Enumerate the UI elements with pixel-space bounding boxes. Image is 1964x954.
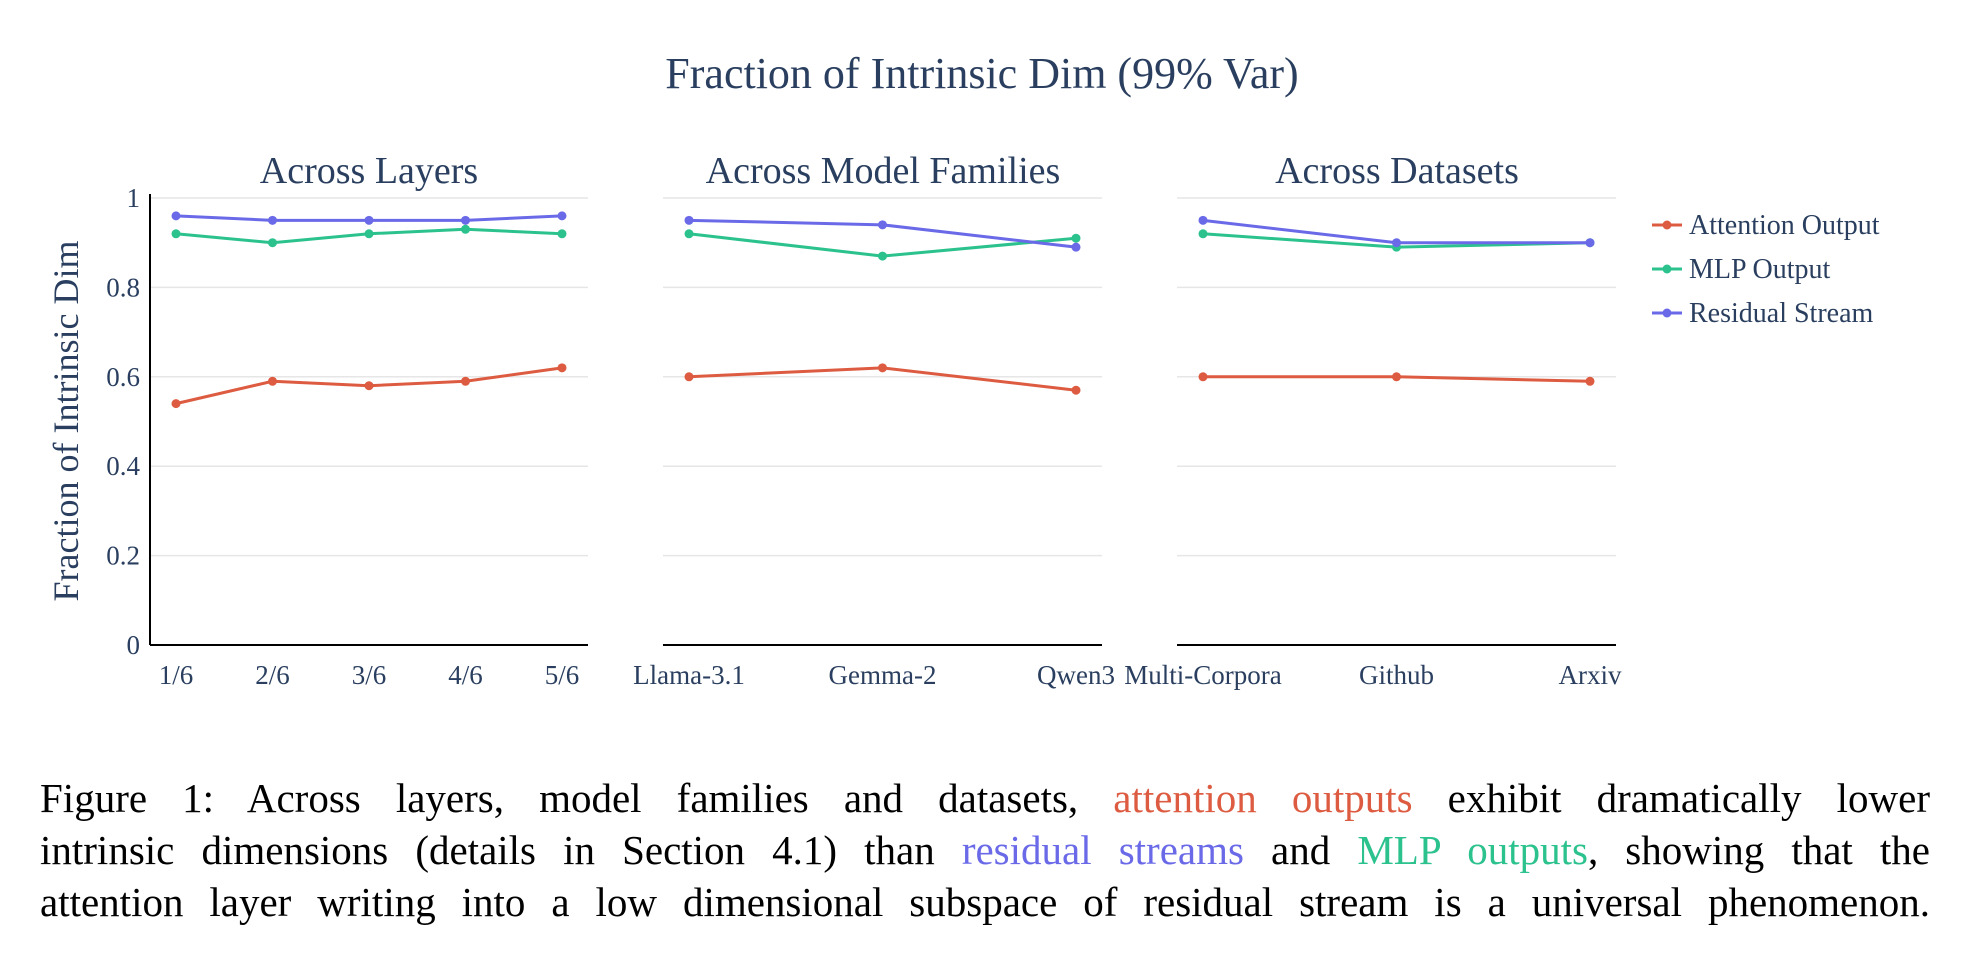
- data-point: [878, 251, 887, 261]
- x-tick-label: Github: [1359, 660, 1434, 690]
- panel-2: Across Model Families Llama-3.1 Gemma-2 Qwe…: [633, 150, 1115, 690]
- data-point: [364, 215, 374, 225]
- data-point: [171, 211, 181, 221]
- panel-title: Across Datasets: [1275, 150, 1519, 192]
- data-point: [557, 363, 567, 373]
- x-tick-label: 5/6: [545, 660, 580, 690]
- x-tick-label: Llama-3.1: [633, 660, 745, 690]
- caption-text: attention layer writing into a low dimen…: [40, 879, 1930, 925]
- x-tick-label: 4/6: [448, 660, 483, 690]
- y-tick-label: 1: [127, 183, 141, 213]
- data-point: [1392, 238, 1401, 248]
- caption-line-1: Figure 1: Across layers, model families …: [40, 772, 1930, 824]
- caption-attention-highlight: attention outputs: [1113, 775, 1413, 821]
- caption-line-2: intrinsic dimensions (details in Section…: [40, 824, 1930, 876]
- panel-title: Across Model Families: [706, 150, 1061, 192]
- data-point: [171, 229, 181, 239]
- data-point: [878, 363, 887, 373]
- data-point: [364, 381, 374, 391]
- caption-text: and: [1243, 827, 1358, 873]
- panel-3: Across Datasets Multi-Corpora Github Arxiv: [1124, 150, 1622, 690]
- data-point: [1392, 372, 1401, 382]
- legend-item[interactable]: Residual Stream: [1652, 298, 1874, 329]
- caption-text: Figure 1: Across layers, model families …: [40, 775, 1114, 821]
- chart-panels: Across Layers 0 0.2 0.4 0.6 0.8 1 1/6 2/6 3/6 4/6 5…: [106, 150, 1622, 690]
- data-point: [1585, 238, 1595, 248]
- data-point: [684, 372, 694, 382]
- data-point: [1198, 372, 1208, 382]
- data-point: [1071, 242, 1081, 252]
- y-tick-label: 0: [127, 630, 141, 660]
- y-tick-label: 0.4: [106, 451, 140, 481]
- chart-legend: Attention Output MLP Output Residual Strea…: [1652, 210, 1880, 329]
- legend-label: Attention Output: [1689, 210, 1880, 241]
- data-point: [1198, 215, 1208, 225]
- x-tick-label: Multi-Corpora: [1124, 660, 1281, 690]
- data-point: [557, 211, 567, 221]
- panel-1: Across Layers 0 0.2 0.4 0.6 0.8 1 1/6 2/6 3/6 4/6 5…: [106, 150, 588, 690]
- data-point: [1585, 376, 1595, 386]
- caption-line-3: attention layer writing into a low dimen…: [40, 876, 1930, 928]
- y-axis-label: Fraction of Intrinsic Dim: [46, 241, 86, 602]
- data-point: [684, 215, 694, 225]
- legend-label: MLP Output: [1689, 254, 1831, 285]
- caption-mlp-highlight: MLP outputs: [1357, 827, 1588, 873]
- data-point: [878, 220, 887, 230]
- x-tick-label: 2/6: [255, 660, 290, 690]
- legend-item[interactable]: Attention Output: [1652, 210, 1880, 241]
- data-point: [268, 215, 277, 225]
- legend-swatch-marker: [1662, 264, 1672, 274]
- data-point: [268, 238, 277, 248]
- data-point: [1071, 385, 1081, 395]
- data-point: [461, 376, 470, 386]
- x-tick-label: Qwen3: [1037, 660, 1115, 690]
- data-point: [557, 229, 567, 239]
- data-point: [461, 215, 470, 225]
- data-point: [268, 376, 277, 386]
- legend-label: Residual Stream: [1689, 298, 1874, 329]
- x-tick-label: 1/6: [159, 660, 194, 690]
- y-tick-label: 0.8: [106, 272, 140, 302]
- data-point: [1071, 233, 1081, 243]
- y-tick-label: 0.2: [106, 541, 140, 571]
- x-tick-label: 3/6: [352, 660, 387, 690]
- legend-swatch-marker: [1662, 308, 1672, 318]
- caption-text: intrinsic dimensions (details in Section…: [40, 827, 962, 873]
- data-point: [1198, 229, 1208, 239]
- panel-title: Across Layers: [260, 150, 478, 192]
- data-point: [171, 399, 181, 409]
- legend-item[interactable]: MLP Output: [1652, 254, 1831, 285]
- x-tick-label: Arxiv: [1559, 660, 1622, 690]
- data-point: [364, 229, 374, 239]
- data-point: [461, 224, 470, 234]
- caption-text: , showing that the: [1587, 827, 1930, 873]
- x-tick-label: Gemma-2: [829, 660, 937, 690]
- data-point: [684, 229, 694, 239]
- legend-swatch-marker: [1662, 220, 1672, 230]
- caption-residual-highlight: residual streams: [961, 827, 1244, 873]
- y-tick-label: 0.6: [106, 362, 140, 392]
- chart-main-title: Fraction of Intrinsic Dim (99% Var): [665, 49, 1298, 98]
- figure-caption: Figure 1: Across layers, model families …: [40, 772, 1930, 928]
- caption-text: exhibit dramatically lower: [1412, 775, 1930, 821]
